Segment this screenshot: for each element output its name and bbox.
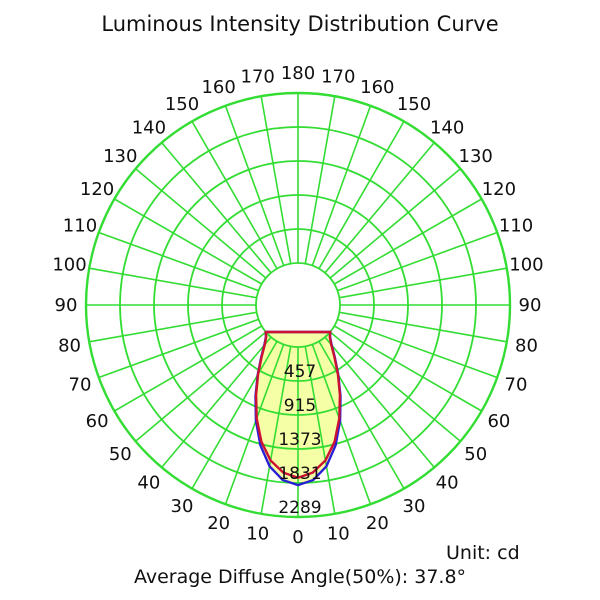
radial-spoke <box>304 346 336 514</box>
radial-tick-label: 1831 <box>278 464 321 484</box>
angle-tick-right: 100 <box>509 255 543 276</box>
chart-title: Luminous Intensity Distribution Curve <box>101 12 499 36</box>
radial-spoke <box>329 168 461 279</box>
angle-tick-bottom: 0 <box>292 527 303 548</box>
grid-layer <box>84 91 512 519</box>
curve-layer <box>254 330 342 487</box>
angle-tick-left: 140 <box>132 117 166 138</box>
angle-tick-left: 110 <box>63 216 97 237</box>
radial-spoke <box>89 267 257 299</box>
radial-spoke <box>339 311 507 343</box>
angle-tick-left: 90 <box>55 295 78 316</box>
radial-spoke <box>191 121 278 270</box>
angle-tick-left: 150 <box>165 94 199 115</box>
angle-tick-right: 90 <box>519 295 542 316</box>
angle-tick-left: 100 <box>52 255 86 276</box>
grid-ring <box>221 228 375 382</box>
angle-tick-right: 40 <box>436 473 459 494</box>
angle-tick-left: 20 <box>207 513 230 534</box>
radial-spoke <box>114 198 263 285</box>
series-line-c90 <box>254 330 342 479</box>
radial-spoke <box>89 311 257 343</box>
angle-tick-right: 20 <box>366 513 389 534</box>
radial-spoke <box>135 331 267 442</box>
angle-tick-right: 110 <box>499 216 533 237</box>
angle-tick-right: 150 <box>397 94 431 115</box>
radial-spoke <box>311 105 372 266</box>
radial-spoke <box>324 336 435 468</box>
radial-spoke <box>337 231 498 292</box>
angle-tick-top: 180 <box>281 63 315 84</box>
angle-tick-left: 40 <box>137 473 160 494</box>
angle-tick-left: 130 <box>103 146 137 167</box>
angle-tick-right: 140 <box>430 117 464 138</box>
angle-tick-left: 170 <box>241 67 275 88</box>
radial-spoke <box>224 105 285 266</box>
angle-tick-right: 130 <box>459 146 493 167</box>
radial-tick-label: 457 <box>284 362 316 382</box>
radial-spoke <box>224 344 285 505</box>
radial-spoke <box>260 96 292 264</box>
angle-tick-right: 60 <box>487 411 510 432</box>
radial-spoke <box>324 142 435 274</box>
radial-spoke <box>339 267 507 299</box>
radial-spoke <box>337 318 498 379</box>
radial-spoke <box>161 336 272 468</box>
radial-tick-label: 2289 <box>278 498 321 518</box>
radial-spoke <box>318 340 405 489</box>
angle-tick-right: 80 <box>515 335 538 356</box>
radial-spoke <box>161 142 272 274</box>
angle-tick-left: 60 <box>86 411 109 432</box>
angle-tick-right: 120 <box>482 179 516 200</box>
radial-spoke <box>333 325 482 412</box>
radial-spoke <box>135 168 267 279</box>
radial-spoke <box>114 325 263 412</box>
outer-ring <box>84 91 512 519</box>
radial-spoke <box>191 340 278 489</box>
angle-tick-left: 120 <box>80 179 114 200</box>
radial-spoke <box>98 231 259 292</box>
grid-ring <box>255 262 341 348</box>
angle-tick-right: 170 <box>321 67 355 88</box>
radial-spoke <box>311 344 372 505</box>
diffuse-angle-label: Average Diffuse Angle(50%): 37.8° <box>133 566 467 588</box>
angle-tick-left: 50 <box>109 444 132 465</box>
angle-tick-left: 160 <box>201 77 235 98</box>
radial-tick-label: 915 <box>284 396 316 416</box>
angle-tick-right: 50 <box>464 444 487 465</box>
radial-spoke <box>304 96 336 264</box>
radial-spoke <box>98 318 259 379</box>
radial-spoke <box>333 198 482 285</box>
angle-tick-left: 10 <box>246 523 269 544</box>
angle-tick-right: 70 <box>505 374 528 395</box>
grid-ring <box>119 126 477 484</box>
label-layer: 4579151373183122891020304050607080901001… <box>52 63 543 548</box>
radial-spoke <box>260 346 292 514</box>
radial-tick-label: 1373 <box>278 430 321 450</box>
radial-spoke <box>329 331 461 442</box>
grid-ring <box>187 194 409 416</box>
radial-spoke <box>318 121 405 270</box>
unit-label: Unit: cd <box>446 542 520 564</box>
angle-tick-left: 70 <box>69 374 92 395</box>
angle-tick-right: 160 <box>360 77 394 98</box>
angle-tick-right: 30 <box>403 496 426 517</box>
angle-tick-right: 10 <box>327 523 350 544</box>
grid-ring <box>153 160 443 450</box>
angle-tick-left: 30 <box>171 496 194 517</box>
angle-tick-left: 80 <box>58 335 81 356</box>
